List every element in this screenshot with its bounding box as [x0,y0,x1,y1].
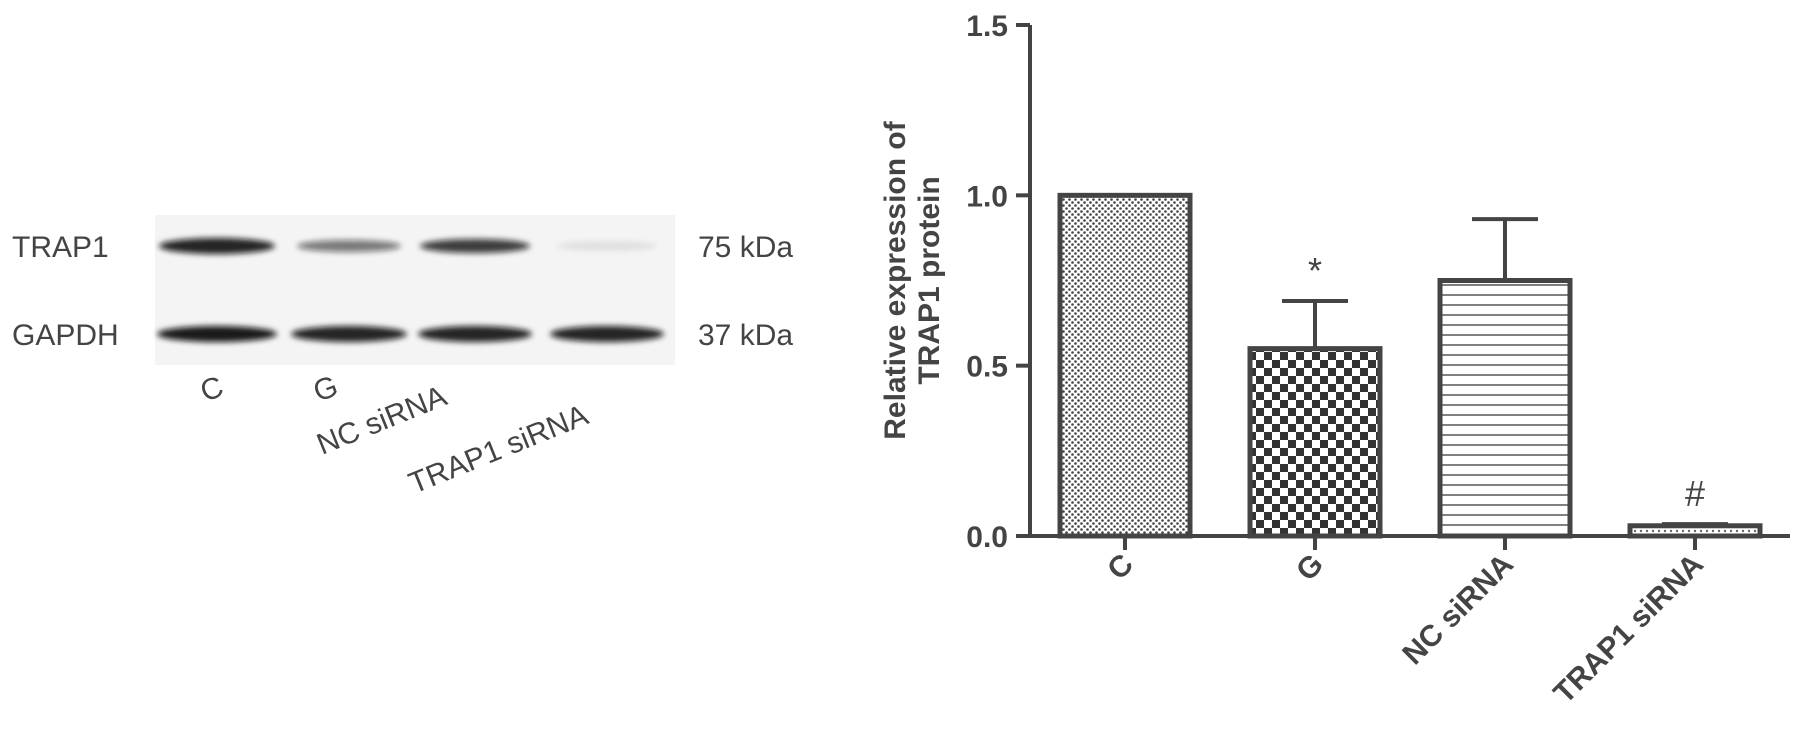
band [550,326,664,342]
row-size: 37 kDa [698,319,793,352]
x-tick-label: NC siRNA [1396,548,1520,672]
row-label: TRAP1 [12,231,109,264]
y-tick-label: 1.5 [966,10,1008,43]
bar [1057,192,1193,539]
x-tick-label: G [1290,548,1330,588]
bands [157,238,664,342]
band [157,326,277,342]
band [420,239,530,253]
x-tick-label: TRAP1 siRNA [1548,548,1710,710]
y-axis-label-line: Relative expression of [879,120,912,439]
bar [1627,523,1763,539]
band [159,238,275,254]
lane-label: G [309,370,342,409]
row-size: 75 kDa [698,231,793,264]
y-tick-label: 0.5 [966,351,1008,384]
bar [1247,346,1383,539]
bar [1437,278,1573,539]
y-axis-label-line: TRAP1 protein [913,176,946,384]
significance-mark: * [1308,250,1322,291]
lane-label: C [196,370,228,408]
blot-background [155,215,675,365]
x-tick-label: C [1101,548,1140,587]
band [291,326,407,342]
western-blot: TRAP1 GAPDH 75 kDa 37 kDa C G NC siRNA T… [12,215,793,500]
band [297,240,401,252]
y-tick-label: 0.0 [966,521,1008,554]
y-tick-label: 1.0 [966,180,1008,213]
band [557,241,657,251]
significance-mark: # [1685,473,1705,514]
y-axis-label: Relative expression ofTRAP1 protein [879,120,946,439]
band [418,326,532,342]
row-label: GAPDH [12,319,119,352]
